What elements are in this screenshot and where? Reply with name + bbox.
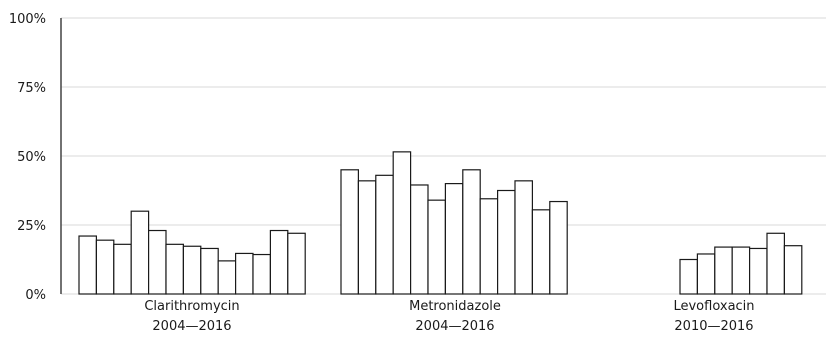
group-years-label: 2010—2016 <box>674 319 753 334</box>
y-tick-label: 0% <box>25 288 46 303</box>
bar <box>113 243 132 295</box>
bar <box>783 245 803 295</box>
y-axis-tick-labels: 0% 25% 50% 75% 100% <box>9 12 46 303</box>
bar <box>200 247 219 295</box>
bar <box>531 209 551 295</box>
bars <box>78 151 803 295</box>
bar <box>497 189 516 295</box>
bar <box>479 198 499 295</box>
bar <box>375 174 394 295</box>
bar <box>392 151 412 295</box>
bar <box>514 180 533 295</box>
bar <box>731 246 751 295</box>
bar <box>340 169 359 295</box>
group-years-label: 2004—2016 <box>152 319 231 334</box>
bar <box>269 229 289 295</box>
group-name-label: Levofloxacin <box>673 299 754 314</box>
bar <box>748 247 768 295</box>
y-tick-label: 25% <box>17 219 46 234</box>
bar <box>130 210 150 295</box>
bar <box>357 180 377 295</box>
y-tick-label: 100% <box>9 12 46 27</box>
bar <box>427 199 446 295</box>
bar <box>714 246 733 295</box>
bar <box>444 183 464 295</box>
bar <box>287 232 306 295</box>
bar <box>95 239 115 295</box>
bar <box>252 253 271 295</box>
bar <box>148 229 167 295</box>
group-name-label: Metronidazole <box>409 299 501 314</box>
bar <box>696 253 716 295</box>
bar <box>766 232 785 295</box>
bar <box>462 169 481 295</box>
bar <box>165 243 184 295</box>
group-name-label: Clarithromycin <box>144 299 239 314</box>
y-tick-label: 75% <box>17 81 46 96</box>
bar <box>549 200 568 295</box>
bar <box>679 258 698 295</box>
bar <box>217 260 237 295</box>
bar <box>235 252 254 295</box>
bar <box>78 235 97 295</box>
bar <box>182 245 202 295</box>
group-labels: Clarithromycin 2004—2016 Metronidazole 2004… <box>144 299 754 334</box>
bar <box>410 184 429 295</box>
group-years-label: 2004—2016 <box>415 319 494 334</box>
y-tick-label: 50% <box>17 150 46 165</box>
